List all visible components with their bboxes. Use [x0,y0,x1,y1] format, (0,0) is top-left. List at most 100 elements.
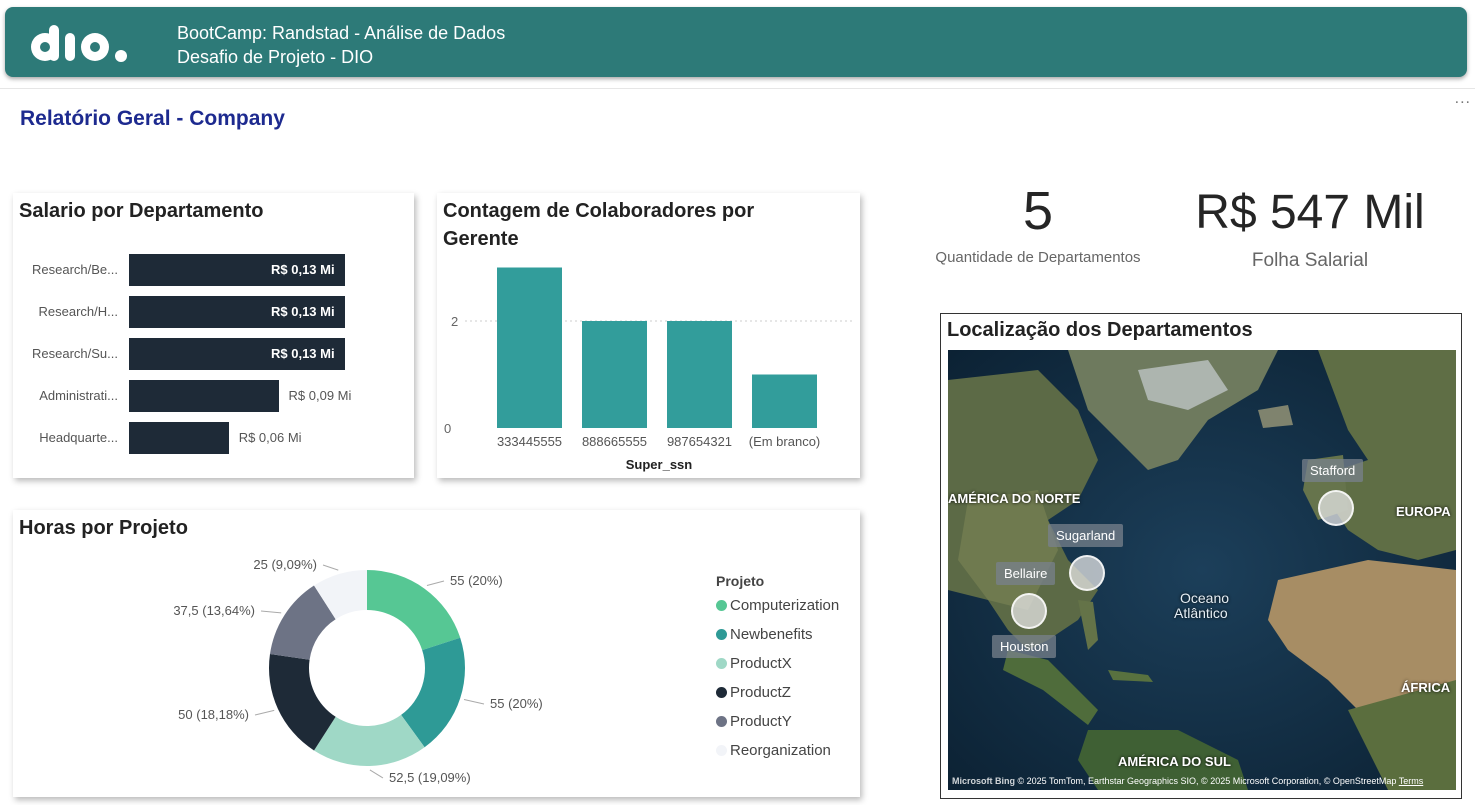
legend-swatch [716,600,727,611]
salary-bar-value: R$ 0,13 Mi [271,304,335,319]
legend-label: Computerization [730,597,840,614]
x-tick-label: (Em branco) [749,434,821,449]
salary-bar-label: Research/Su... [32,346,118,361]
chart-title: Localização dos Departamentos [947,319,1253,341]
x-tick-label: 888665555 [582,434,647,449]
location-label-houston[interactable]: Houston [992,635,1057,658]
legend-label: ProductX [730,655,792,672]
location-bubble-bellaire[interactable] [1011,593,1047,629]
y-tick-label: 0 [444,421,451,436]
salary-bar-value: R$ 0,13 Mi [271,262,335,277]
chart-title: Horas por Projeto [19,517,188,539]
leader-line [254,709,275,716]
salary-bar-label: Headquarte... [39,430,118,445]
donut-slice[interactable] [367,570,461,651]
legend-swatch [716,687,727,698]
header-title: BootCamp: Randstad - Análise de Dados De… [177,21,505,69]
chart-title: Salario por Departamento [19,200,264,222]
slice-data-label: 37,5 (13,64%) [173,603,255,618]
header-banner: dio. BootCamp: Randstad - Análise de Dad… [5,7,1467,77]
salary-bar[interactable] [129,380,279,412]
dio-logo: dio. [31,25,127,62]
x-axis-label: Super_ssn [626,457,693,472]
x-tick-label: 333445555 [497,434,562,449]
salary-bar-value: R$ 0,09 Mi [288,388,352,403]
salary-bar-label: Research/H... [38,304,118,319]
header-line2: Desafio de Projeto - DIO [177,47,374,67]
leader-line [369,769,384,779]
departments-kpi-value: 5 [1022,181,1054,241]
region-europe: EUROPA [1396,504,1451,519]
legend-swatch [716,745,727,756]
leader-line [322,564,339,571]
attribution-text: © 2025 TomTom, Earthstar Geographics SIO… [1017,776,1397,786]
manager-bar[interactable] [752,374,817,429]
manager-bar[interactable] [497,267,562,429]
region-africa: ÁFRICA [1401,680,1451,695]
payroll-kpi-label: Folha Salarial [1251,250,1369,271]
map-attribution: Microsoft Bing © 2025 TomTom, Earthstar … [952,776,1423,786]
legend-label: Reorganization [730,742,831,759]
slice-data-label: 55 (20%) [450,573,503,588]
manager-bar-chart: 2 0 333445555 888665555 987654321 (Em branco)… [444,267,855,472]
satellite-map[interactable]: AMÉRICA DO NORTE EUROPA Oceano Atlântico… [948,350,1456,790]
slice-data-label: 55 (20%) [490,696,543,711]
legend-swatch [716,629,727,640]
microsoft-bing-logo: Microsoft Bing [952,776,1015,786]
leader-line [260,610,282,614]
legend-item[interactable]: Newbenefits [716,626,813,643]
slice-data-label: 50 (18,18%) [178,707,249,722]
legend-title: Projeto [716,573,765,589]
salary-bar-value: R$ 0,06 Mi [238,430,302,445]
salary-bar[interactable] [129,296,345,328]
location-label-sugarland[interactable]: Sugarland [1048,524,1124,547]
legend-item[interactable]: ProductZ [716,684,791,701]
donut-slice[interactable] [314,714,425,766]
donut-slice[interactable] [269,654,336,751]
location-label-bellaire[interactable]: Bellaire [996,562,1056,585]
legend-label: ProductZ [730,684,791,701]
location-label-stafford[interactable]: Stafford [1302,459,1364,482]
salary-bar-label: Administrati... [39,388,118,403]
legend-label: ProductY [730,713,792,730]
donut-slice[interactable] [314,570,367,620]
hours-donut-chart: 55 (20%) 55 (20%) 52,5 (19,09%) 50 (18,18%)… [173,557,543,785]
location-bubble-stafford[interactable] [1318,490,1354,526]
region-ocean-line1: Oceano [1180,590,1230,606]
slice-data-label: 52,5 (19,09%) [389,770,471,785]
region-south-america: AMÉRICA DO SUL [1118,754,1231,769]
chart-title: Contagem de Colaboradores por Gerente [443,200,755,250]
more-options-icon[interactable]: ... [1454,90,1471,107]
payroll-kpi-value: R$ 547 Mil [1195,186,1425,239]
manager-bar[interactable] [667,321,732,428]
donut-slice[interactable] [401,637,466,748]
salary-bar[interactable] [129,422,229,454]
terms-link[interactable]: Terms [1398,776,1424,786]
legend-swatch [716,716,727,727]
legend-item[interactable]: ProductX [716,655,792,672]
region-north-america: AMÉRICA DO NORTE [948,491,1081,506]
location-bubble-sugarland[interactable] [1069,555,1105,591]
header-line1: BootCamp: Randstad - Análise de Dados [177,23,506,43]
donut-slice[interactable] [269,585,336,660]
legend-label: Newbenefits [730,626,813,643]
salary-chart-card[interactable]: Salario por Departamento Research/Be... R… [13,193,414,478]
departments-kpi-label: Quantidade de Departamentos [935,249,1141,266]
slice-data-label: 25 (9,09%) [253,557,317,572]
salary-bar[interactable] [129,338,345,370]
salary-bar[interactable] [129,254,345,286]
manager-chart-card[interactable]: Contagem de Colaboradores por Gerente 2 0… [437,193,860,478]
legend-swatch [716,658,727,669]
legend-item[interactable]: ProductY [716,713,792,730]
divider [0,88,1475,89]
salary-bar-label: Research/Be... [32,262,118,277]
salary-bar-value: R$ 0,13 Mi [271,346,335,361]
leader-line [426,580,445,586]
legend-item[interactable]: Reorganization [716,742,831,759]
map-card[interactable]: Localização dos Departamentos [940,313,1462,799]
leader-line [463,699,485,705]
manager-bar[interactable] [582,321,647,428]
region-ocean-line2: Atlântico [1174,605,1228,621]
legend-item[interactable]: Computerization [716,597,839,614]
page-title: Relatório Geral - Company [20,107,285,130]
